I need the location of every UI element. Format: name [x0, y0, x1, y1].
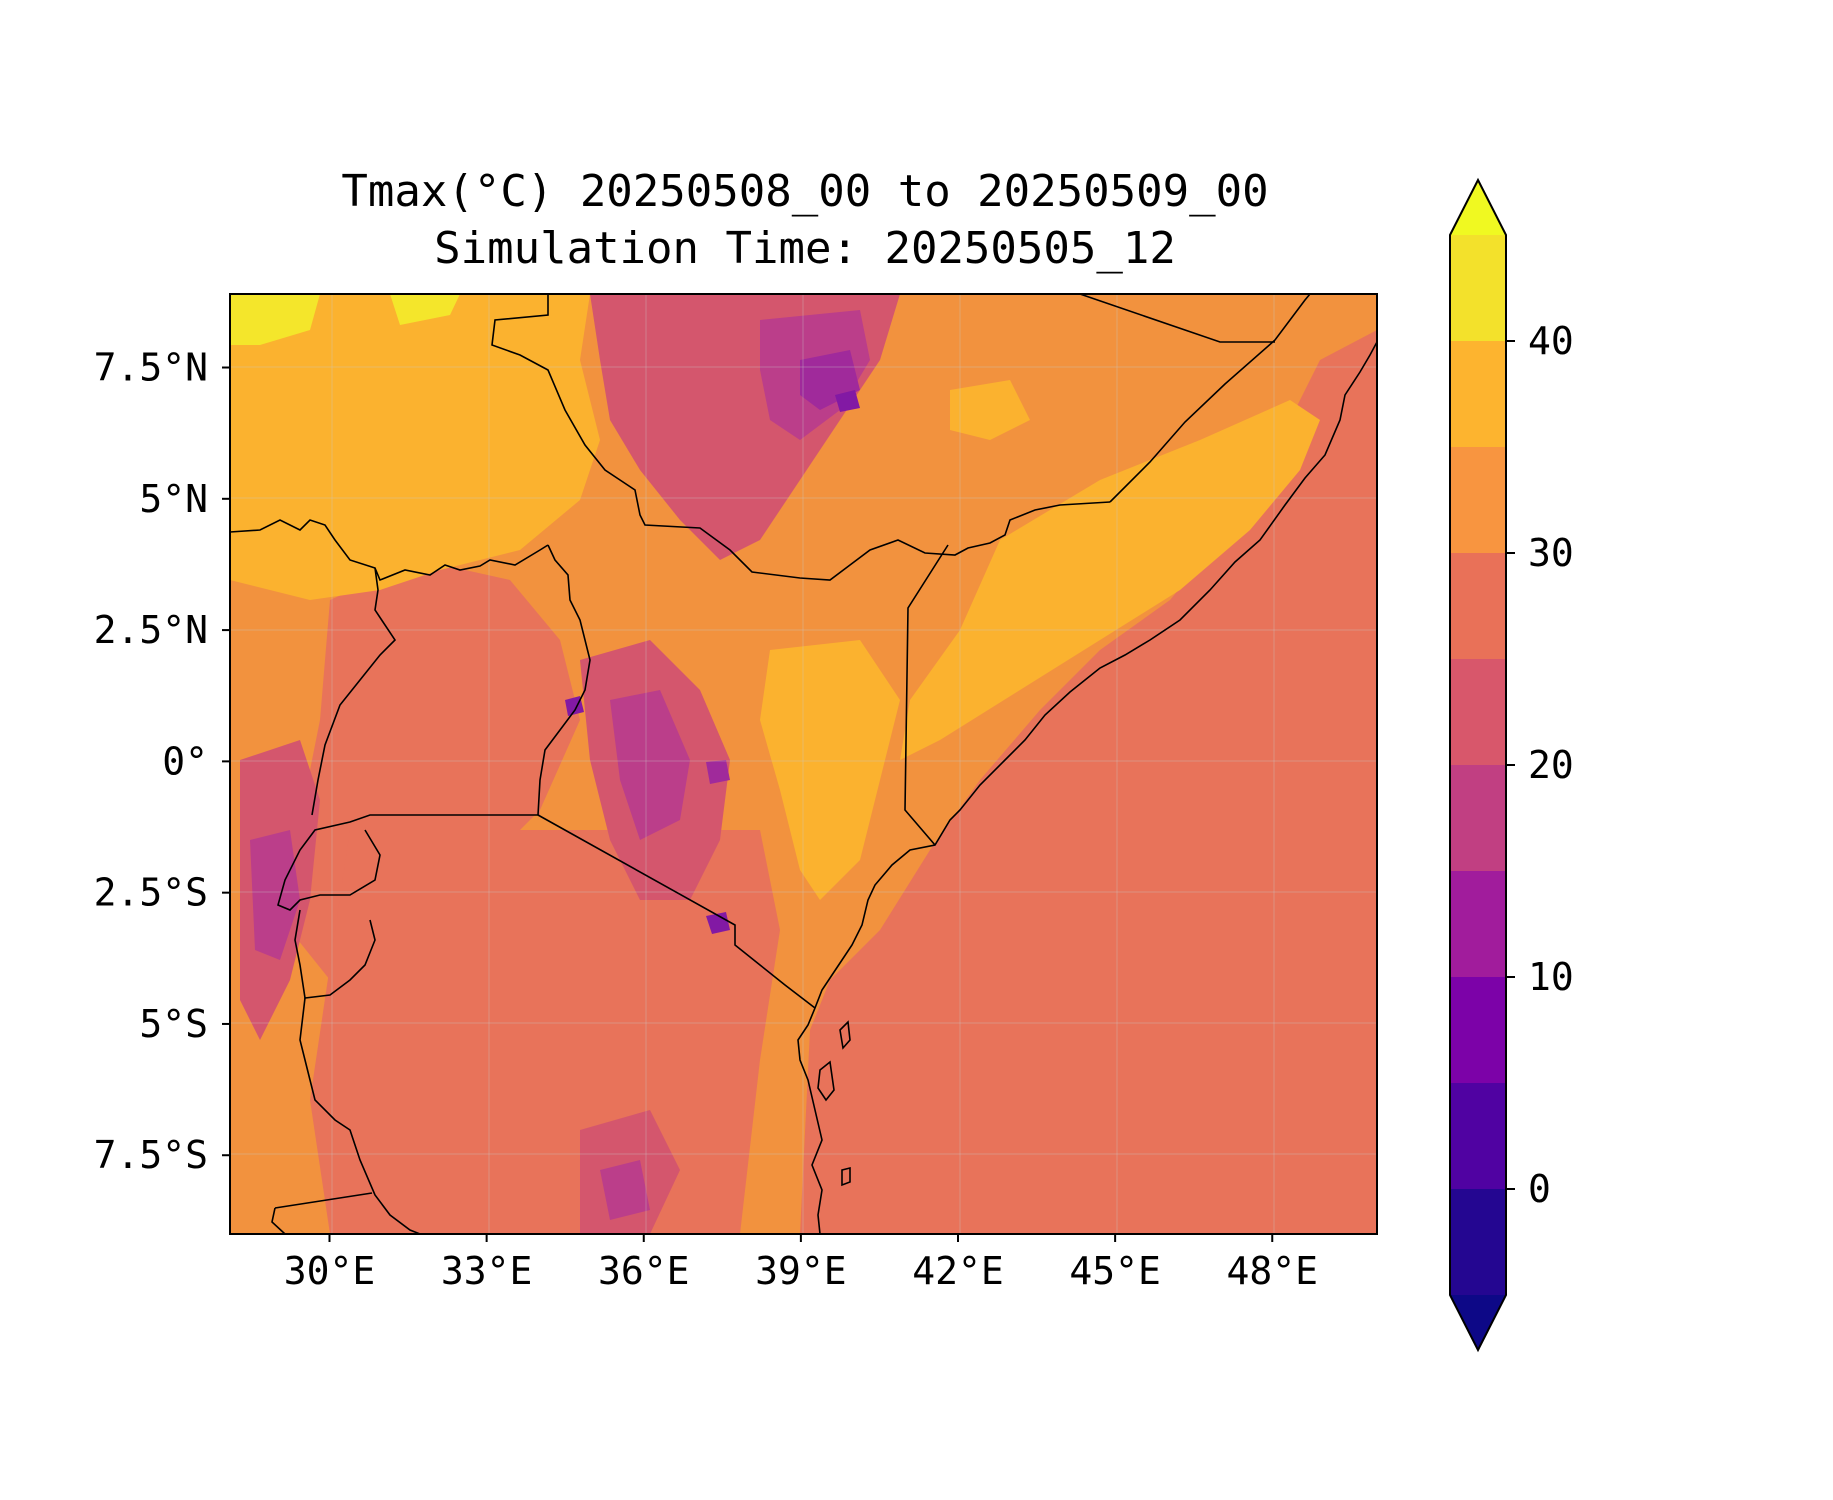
lon-tick-label: 45°E [1069, 1249, 1161, 1293]
border-malawi-south [271, 1207, 286, 1234]
field-40-45-n [390, 294, 460, 325]
colorbar-segment [1450, 447, 1506, 553]
chart-subtitle: Simulation Time: 20250505_12 [434, 223, 1176, 274]
colorbar-tick-label: 0 [1528, 1167, 1551, 1211]
longitude-axis: 30°E 33°E 36°E 39°E 42°E 45°E 48°E [284, 1234, 1318, 1293]
lat-tick-label: 7.5°S [94, 1133, 208, 1177]
colorbar-segment [1450, 341, 1506, 447]
border-ethiopia-somalia [1109, 294, 1311, 503]
field-5-10-kilimanjaro [706, 912, 730, 934]
colorbar-over-triangle [1450, 180, 1506, 235]
field-15-20-kenya-highlands [610, 690, 690, 840]
field-15-20-rift-west [250, 830, 300, 960]
border-tanzania-zambia [274, 1192, 373, 1209]
lon-tick-label: 36°E [598, 1249, 690, 1293]
island-mafia [841, 1166, 851, 1187]
colorbar-tick-label: 20 [1528, 743, 1574, 787]
lon-tick-label: 39°E [755, 1249, 847, 1293]
colorbar-segment [1450, 235, 1506, 341]
lat-tick-label: 5°S [139, 1002, 208, 1046]
border-sudan-uganda [230, 519, 549, 582]
field-35-40-north [950, 380, 1030, 440]
island-zanzibar [817, 1060, 835, 1102]
colorbar-tick-label: 40 [1528, 319, 1574, 363]
colorbar-tick-label: 10 [1528, 955, 1574, 999]
border-uganda-kenya [537, 544, 591, 816]
lon-tick-label: 48°E [1226, 1249, 1318, 1293]
island-pemba [839, 1020, 851, 1050]
field-15-20-s-highlands [600, 1160, 650, 1220]
border-rwanda-burundi [294, 909, 376, 999]
field-25-30-tanzania [310, 830, 780, 1234]
map-frame [229, 293, 1378, 1235]
colorbar: 0 10 20 30 40 [1449, 177, 1574, 1353]
colorbar-under-triangle [1450, 1295, 1506, 1350]
field-40-45-nw [230, 294, 320, 345]
colorbar-segment [1450, 871, 1506, 977]
colorbar-segment [1450, 553, 1506, 659]
colorbar-segment [1450, 977, 1506, 1083]
lat-tick-label: 0° [162, 739, 208, 783]
country-borders [230, 294, 1377, 1234]
colorbar-segment [1450, 659, 1506, 765]
coastline-east-africa [797, 341, 1377, 1234]
border-ethiopia-north [1079, 294, 1275, 343]
colorbar-tick-label: 30 [1528, 531, 1574, 575]
map-gridlines [230, 294, 1377, 1234]
lat-tick-label: 5°N [139, 477, 208, 521]
field-35-40-somalia [900, 400, 1320, 760]
colorbar-segment [1450, 765, 1506, 871]
lat-tick-label: 7.5°N [94, 346, 208, 390]
border-tanzania-west [277, 814, 538, 911]
field-5-10-ethiopia [835, 390, 860, 412]
field-35-40-kenya [760, 640, 900, 900]
latitude-axis: 7.5°N 5°N 2.5°N 0° 2.5°S 5°S 7.5°S [94, 346, 230, 1177]
chart-title: Tmax(°C) 20250508_00 to 20250509_00 [341, 166, 1269, 217]
field-25-30-lake-victoria [350, 690, 540, 815]
field-10-15-kenya [706, 760, 730, 784]
border-kenya-somalia [904, 544, 949, 846]
lat-tick-label: 2.5°S [94, 871, 208, 915]
border-kenya-tanzania [537, 814, 816, 1009]
lat-tick-label: 2.5°N [94, 608, 208, 652]
border-uganda-drc [311, 567, 397, 816]
border-tanzania-lake-tanganyika [299, 997, 421, 1234]
colorbar-outline [1449, 177, 1507, 1353]
lon-tick-label: 33°E [441, 1249, 533, 1293]
border-south-sudan-ethiopia [491, 294, 1111, 581]
colorbar-segment [1450, 1083, 1506, 1189]
lon-tick-label: 30°E [284, 1249, 376, 1293]
lon-tick-label: 42°E [912, 1249, 1004, 1293]
colorbar-segment [1450, 1189, 1506, 1295]
temperature-map [230, 294, 1377, 1234]
